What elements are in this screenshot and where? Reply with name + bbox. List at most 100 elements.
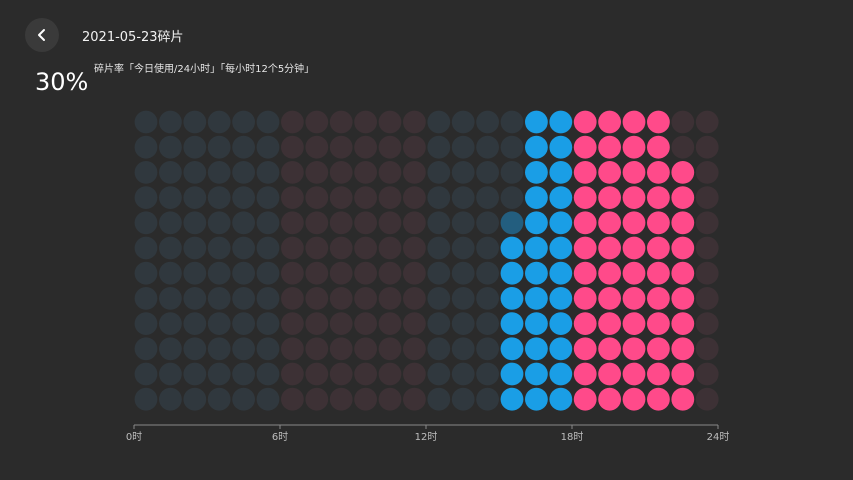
slot-dot-h6-r0 bbox=[281, 387, 304, 411]
slot-dot-h7-r10 bbox=[305, 135, 329, 159]
slot-dot-h23-r3 bbox=[695, 312, 719, 335]
slot-dot-h13-r0 bbox=[451, 387, 475, 411]
slot-dot-h21-r7 bbox=[647, 211, 670, 235]
slot-dot-h23-r8 bbox=[695, 186, 719, 210]
slot-dot-h6-r10 bbox=[281, 135, 304, 159]
back-button[interactable] bbox=[25, 18, 59, 52]
slot-dot-h23-r7 bbox=[695, 211, 719, 235]
slot-dot-h2-r0 bbox=[183, 387, 207, 411]
slot-dot-h20-r11 bbox=[622, 110, 646, 134]
slot-dot-h2-r3 bbox=[183, 312, 207, 335]
slot-dot-h17-r4 bbox=[549, 287, 573, 310]
slot-dot-h22-r11 bbox=[671, 110, 695, 134]
slot-dot-h23-r10 bbox=[695, 135, 719, 159]
slot-dot-h5-r0 bbox=[256, 387, 280, 411]
slot-dot-h10-r0 bbox=[378, 387, 402, 411]
slot-dot-h15-r10 bbox=[500, 135, 524, 159]
fragment-rate-description: 碎片率「今日使用/24小时」「每小时12个5分钟」 bbox=[94, 64, 315, 75]
slot-dot-h22-r7 bbox=[671, 211, 695, 235]
slot-dot-h13-r1 bbox=[451, 362, 475, 386]
slot-dot-h12-r5 bbox=[427, 261, 451, 285]
slot-dot-h21-r3 bbox=[647, 312, 670, 335]
slot-dot-h16-r5 bbox=[525, 261, 548, 285]
slot-dot-h4-r0 bbox=[232, 387, 256, 411]
slot-dot-h21-r1 bbox=[647, 362, 670, 386]
slot-dot-h3-r3 bbox=[207, 312, 231, 335]
x-tick-label: 12时 bbox=[415, 431, 438, 443]
slot-dot-h20-r7 bbox=[622, 211, 646, 235]
slot-dot-h3-r5 bbox=[207, 261, 231, 285]
slot-dot-h8-r9 bbox=[329, 161, 353, 184]
slot-dot-h0-r1 bbox=[134, 362, 158, 386]
slot-dot-h1-r7 bbox=[159, 211, 182, 235]
slot-dot-h0-r9 bbox=[134, 161, 158, 184]
slot-dot-h11-r0 bbox=[403, 387, 426, 411]
slot-dot-h10-r3 bbox=[378, 312, 402, 335]
slot-dot-h18-r6 bbox=[573, 236, 597, 260]
slot-dot-h9-r4 bbox=[354, 287, 377, 310]
slot-dot-h16-r11 bbox=[525, 110, 548, 134]
slot-dot-h6-r8 bbox=[281, 186, 304, 210]
slot-dot-h8-r7 bbox=[329, 211, 353, 235]
slot-dot-h2-r6 bbox=[183, 236, 207, 260]
slot-dot-h16-r7 bbox=[525, 211, 548, 235]
slot-dot-h11-r2 bbox=[403, 337, 426, 361]
slot-dot-h11-r9 bbox=[403, 161, 426, 184]
slot-dot-h18-r10 bbox=[573, 135, 597, 159]
slot-dot-h0-r0 bbox=[134, 387, 158, 411]
slot-dot-h7-r11 bbox=[305, 110, 329, 134]
slot-dot-h5-r8 bbox=[256, 186, 280, 210]
slot-dot-h7-r5 bbox=[305, 261, 329, 285]
slot-dot-h21-r2 bbox=[647, 337, 670, 361]
slot-dot-h16-r1 bbox=[525, 362, 548, 386]
slot-dot-h0-r3 bbox=[134, 312, 158, 335]
chevron-left-icon bbox=[38, 29, 45, 41]
slot-dot-h12-r11 bbox=[427, 110, 451, 134]
slot-dot-h1-r5 bbox=[159, 261, 182, 285]
slot-dot-h13-r9 bbox=[451, 161, 475, 184]
slot-dot-h8-r5 bbox=[329, 261, 353, 285]
slot-dot-h17-r10 bbox=[549, 135, 573, 159]
slot-dot-h1-r1 bbox=[159, 362, 182, 386]
slot-dot-h11-r5 bbox=[403, 261, 426, 285]
slot-dot-h3-r10 bbox=[207, 135, 231, 159]
slot-dot-h8-r0 bbox=[329, 387, 353, 411]
slot-dot-h23-r6 bbox=[695, 236, 719, 260]
x-tick-label: 18时 bbox=[561, 431, 584, 443]
slot-dot-h2-r7 bbox=[183, 211, 207, 235]
slot-dot-h9-r10 bbox=[354, 135, 377, 159]
slot-dot-h9-r5 bbox=[354, 261, 377, 285]
slot-dot-h20-r3 bbox=[622, 312, 646, 335]
slot-dot-h14-r3 bbox=[476, 312, 499, 335]
slot-dot-h14-r2 bbox=[476, 337, 499, 361]
slot-dot-h20-r0 bbox=[622, 387, 646, 411]
slot-dot-h22-r2 bbox=[671, 337, 695, 361]
slot-dot-h9-r6 bbox=[354, 236, 377, 260]
slot-dot-h3-r0 bbox=[207, 387, 231, 411]
slot-dot-h20-r6 bbox=[622, 236, 646, 260]
slot-dot-h13-r5 bbox=[451, 261, 475, 285]
slot-dot-h5-r5 bbox=[256, 261, 280, 285]
slot-dot-h3-r7 bbox=[207, 211, 231, 235]
slot-dot-h10-r7 bbox=[378, 211, 402, 235]
slot-dot-h21-r9 bbox=[647, 161, 670, 184]
slot-dot-h22-r9 bbox=[671, 161, 695, 184]
slot-dot-h10-r2 bbox=[378, 337, 402, 361]
slot-dot-h15-r3 bbox=[500, 312, 524, 335]
slot-dot-h9-r7 bbox=[354, 211, 377, 235]
slot-dot-h18-r9 bbox=[573, 161, 597, 184]
slot-dot-h14-r1 bbox=[476, 362, 499, 386]
slot-dot-h20-r2 bbox=[622, 337, 646, 361]
slot-dot-h3-r8 bbox=[207, 186, 231, 210]
slot-dot-h6-r6 bbox=[281, 236, 304, 260]
slot-dot-h6-r5 bbox=[281, 261, 304, 285]
slot-dot-h4-r6 bbox=[232, 236, 256, 260]
slot-dot-h21-r0 bbox=[647, 387, 670, 411]
slot-dot-h4-r8 bbox=[232, 186, 256, 210]
slot-dot-h15-r7 bbox=[500, 211, 524, 235]
slot-dot-h18-r7 bbox=[573, 211, 597, 235]
slot-dot-h8-r2 bbox=[329, 337, 353, 361]
slot-dot-h0-r5 bbox=[134, 261, 158, 285]
slot-dot-h12-r6 bbox=[427, 236, 451, 260]
